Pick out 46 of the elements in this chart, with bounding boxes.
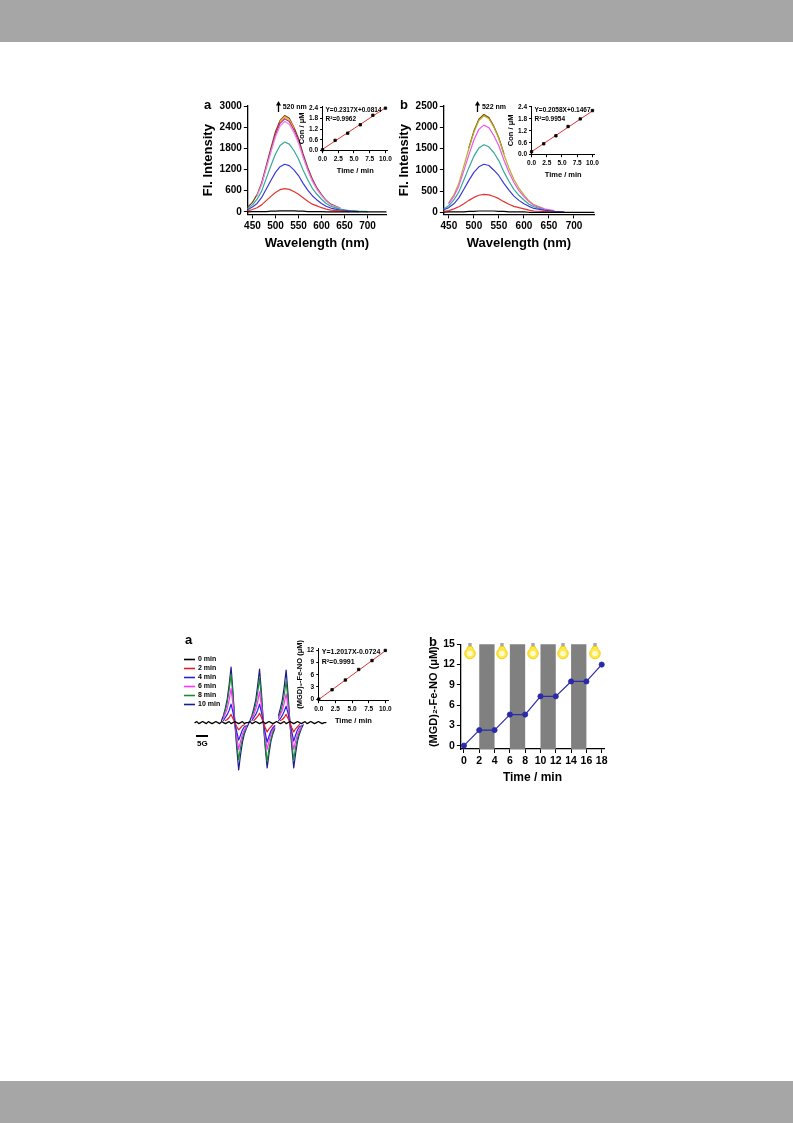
y-tick-label: 3 — [449, 718, 456, 731]
x-tick-label: 550 — [490, 220, 508, 232]
y-tick-label: 2500 — [415, 99, 439, 111]
y-tick-label: 9 — [449, 677, 456, 690]
x-axis-title: Wavelength (nm) — [264, 234, 370, 250]
x-axis-title: Wavelength (nm) — [466, 234, 572, 250]
x-tick-label: 700 — [565, 220, 583, 232]
text: a — [204, 97, 212, 113]
x-tick-label: 650 — [336, 220, 354, 232]
y-tick-label: 15 — [443, 637, 456, 650]
y-tick-label: 0 — [449, 738, 456, 751]
x-tick-label: 550 — [290, 220, 308, 232]
y-tick-label: 600 — [225, 184, 243, 196]
x-tick-label: 10 — [534, 754, 547, 767]
x-tick-label: 500 — [465, 220, 483, 232]
y-axis-title: Fl. Intensity — [396, 123, 412, 197]
y-tick-label: 0 — [236, 205, 243, 217]
annotation: 5G — [197, 739, 208, 749]
x-tick-label: 12 — [549, 754, 562, 767]
x-tick-label: 8 — [522, 754, 529, 767]
x-tick-label: 0 — [461, 754, 468, 767]
y-tick-label: 500 — [421, 184, 439, 196]
y-tick-label: 1200 — [219, 163, 243, 175]
text: a — [185, 632, 193, 648]
x-tick-label: 500 — [267, 220, 285, 232]
y-tick-label: 0 — [432, 206, 439, 218]
x-tick-label: 450 — [244, 220, 262, 232]
x-tick-label: 700 — [359, 220, 377, 232]
y-tick-label: 1800 — [219, 142, 243, 154]
x-tick-label: 14 — [565, 754, 578, 767]
text: b — [400, 97, 408, 113]
x-tick-label: 450 — [440, 220, 458, 232]
x-tick-label: 2 — [476, 754, 483, 767]
x-axis-title: Time / min — [502, 770, 563, 785]
x-tick-label: 6 — [506, 754, 513, 767]
y-tick-label: 12 — [443, 657, 456, 670]
y-tick-label: 1500 — [415, 142, 439, 154]
x-tick-label: 4 — [491, 754, 498, 767]
x-tick-label: 16 — [580, 754, 593, 767]
x-tick-label: 18 — [595, 754, 608, 767]
y-axis-title: Fl. Intensity — [200, 123, 216, 197]
y-tick-label: 2000 — [415, 121, 439, 132]
y-tick-label: 3000 — [219, 99, 243, 111]
y-tick-label: 1000 — [415, 163, 439, 175]
x-tick-label: 650 — [540, 220, 558, 232]
y-tick-label: 2400 — [219, 120, 243, 132]
